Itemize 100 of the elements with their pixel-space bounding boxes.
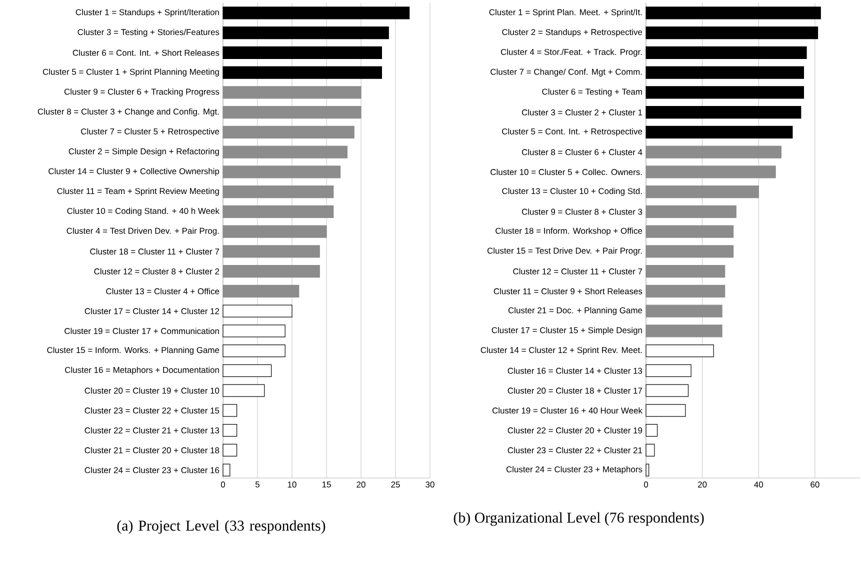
- bar: [222, 26, 389, 40]
- bar: [222, 166, 341, 178]
- bar: [646, 26, 818, 40]
- x-tick-label: 25: [391, 482, 400, 488]
- bar: [222, 464, 230, 476]
- y-tick-label: Cluster 5 = Cont. Int. + Retrospective: [502, 128, 642, 136]
- bar: [222, 126, 354, 138]
- y-tick-label: Cluster 9 = Cluster 8 + Cluster 3: [522, 208, 642, 215]
- y-tick-label: Cluster 18 = Cluster 11 + Cluster 7: [90, 248, 220, 255]
- bar: [222, 66, 382, 79]
- bar: [646, 106, 802, 119]
- bar: [646, 265, 726, 278]
- y-tick-label: Cluster 5 = Cluster 1 + Sprint Planning Meeting: [42, 68, 219, 76]
- bar: [222, 364, 272, 377]
- x-tick-label: 10: [288, 482, 296, 488]
- y-tick-label: Cluster 23 = Cluster 22 + Cluster 21: [508, 447, 642, 454]
- y-tick-label: Cluster 10 = Coding Stand. + 40 h Week: [67, 208, 220, 216]
- y-tick-label: Cluster 19 = Cluster 16 + 40 Hour Week: [492, 407, 642, 414]
- y-tick-label: Cluster 23 = Cluster 22 + Cluster 15: [84, 407, 220, 414]
- y-tick-label: Cluster 1 = Sprint Plan. Meet. + Sprint/It.: [489, 8, 642, 17]
- bar: [646, 404, 686, 417]
- y-tick-label: Cluster 19 = Cluster 17 + Communication: [64, 328, 219, 334]
- bar: [222, 205, 334, 218]
- y-tick-label: Cluster 6 = Cont. Int. + Short Releases: [72, 50, 220, 56]
- x-tick-label: 40: [754, 482, 764, 488]
- y-tick-label: Cluster 12 = Cluster 8 + Cluster 2: [94, 268, 220, 274]
- bar: [222, 265, 320, 278]
- y-tick-label: Cluster 22 = Cluster 21 + Cluster 13: [84, 427, 220, 434]
- bar: [222, 245, 320, 258]
- y-tick-label: Cluster 16 = Cluster 14 + Cluster 13: [508, 368, 642, 374]
- y-tick-label: Cluster 22 = Cluster 20 + Cluster 19: [508, 427, 642, 434]
- y-tick-label: Cluster 3 = Testing + Stories/Features: [78, 28, 220, 37]
- x-tick-label: 0: [220, 482, 226, 488]
- bar: [222, 46, 382, 59]
- bar: [222, 344, 286, 358]
- y-tick-label: Cluster 4 = Test Driven Dev. + Pair Prog.: [66, 228, 219, 236]
- x-tick-label: 30: [426, 482, 434, 488]
- x-tick-label: 15: [322, 482, 331, 488]
- bar: [222, 384, 265, 397]
- y-tick-label: Cluster 10 = Cluster 5 + Collec. Owners.: [490, 168, 642, 176]
- y-tick-label: Cluster 21 = Cluster 20 + Cluster 18: [84, 447, 220, 454]
- y-tick-label: Cluster 15 = Test Drive Dev. + Pair Progr.: [487, 247, 642, 256]
- bar: [222, 324, 286, 338]
- text: (a) Project Level (33 respondents): [117, 520, 326, 534]
- y-tick-label: Cluster 14 = Cluster 9 + Collective Ownership: [48, 168, 220, 176]
- y-tick-label: Cluster 24 = Cluster 23 + Metaphors: [506, 466, 642, 474]
- y-tick-label: Cluster 20 = Cluster 18 + Cluster 17: [508, 387, 642, 394]
- y-tick-label: Cluster 7 = Change/ Conf. Mgt + Comm.: [490, 68, 642, 76]
- y-tick-label: Cluster 8 = Cluster 6 + Cluster 4: [522, 148, 642, 156]
- bar: [646, 205, 736, 218]
- bar: [222, 225, 327, 238]
- bar: [646, 225, 734, 238]
- y-tick-label: Cluster 2 = Simple Design + Refactoring: [68, 148, 219, 156]
- y-tick-label: Cluster 1 = Standups + Sprint/Iteration: [76, 8, 219, 17]
- bar: [646, 424, 658, 437]
- bar: [646, 126, 793, 138]
- y-tick-label: Cluster 15 = Inform. Works. + Planning Game: [47, 346, 220, 355]
- x-tick-label: 20: [356, 482, 366, 488]
- y-tick-label: Cluster 13 = Cluster 4 + Office: [106, 288, 220, 294]
- y-tick-label: Cluster 17 = Cluster 15 + Simple Design: [492, 326, 642, 335]
- bar: [646, 66, 804, 79]
- bar: [646, 166, 776, 178]
- bar: [646, 464, 650, 476]
- bar: [646, 444, 655, 456]
- y-tick-label: Cluster 4 = Stor./Feat. + Track. Progr.: [500, 48, 642, 57]
- x-tick-label: 5: [255, 482, 260, 488]
- bar: [222, 284, 300, 298]
- bar: [222, 86, 362, 99]
- bar: [646, 86, 804, 99]
- bar: [222, 186, 334, 198]
- bar: [646, 6, 821, 20]
- y-tick-label: Cluster 6 = Testing + Team: [542, 88, 642, 96]
- y-tick-label: Cluster 11 = Team + Sprint Review Meeting: [57, 188, 219, 196]
- y-tick-label: Cluster 8 = Cluster 3 + Change and Config. Mgt.: [38, 108, 219, 116]
- y-tick-label: Cluster 18 = Inform. Workshop + Office: [496, 228, 642, 236]
- bar: [646, 324, 722, 338]
- bar: [222, 444, 238, 456]
- bar: [646, 46, 807, 59]
- x-tick-label: 20: [698, 482, 707, 488]
- y-tick-label: Cluster 9 = Cluster 6 + Tracking Progress: [64, 88, 220, 96]
- y-tick-label: Cluster 3 = Cluster 2 + Cluster 1: [522, 109, 642, 116]
- bar: [646, 364, 692, 377]
- y-tick-label: Cluster 13 = Cluster 10 + Coding Std.: [502, 188, 642, 196]
- bar: [646, 245, 734, 258]
- bar: [222, 404, 238, 417]
- bar: [222, 146, 348, 158]
- bar: [646, 304, 722, 318]
- y-tick-label: Cluster 17 = Cluster 14 + Cluster 12: [84, 308, 220, 314]
- bar: [646, 146, 782, 158]
- bar: [646, 284, 726, 298]
- y-tick-label: Cluster 11 = Cluster 9 + Short Releases: [494, 288, 642, 294]
- bar: [646, 186, 759, 198]
- y-tick-label: Cluster 24 = Cluster 23 + Cluster 16: [84, 466, 220, 474]
- y-tick-label: Cluster 2 = Standups + Retrospective: [502, 28, 642, 37]
- y-tick-label: Cluster 21 = Doc. + Planning Game: [508, 307, 642, 315]
- y-tick-label: Cluster 7 = Cluster 5 + Retrospective: [81, 128, 220, 136]
- y-tick-label: Cluster 12 = Cluster 11 + Cluster 7: [513, 268, 642, 274]
- y-tick-label: Cluster 16 = Metaphors + Documentation: [65, 366, 219, 375]
- x-tick-label: 60: [810, 482, 820, 488]
- bar: [222, 6, 410, 20]
